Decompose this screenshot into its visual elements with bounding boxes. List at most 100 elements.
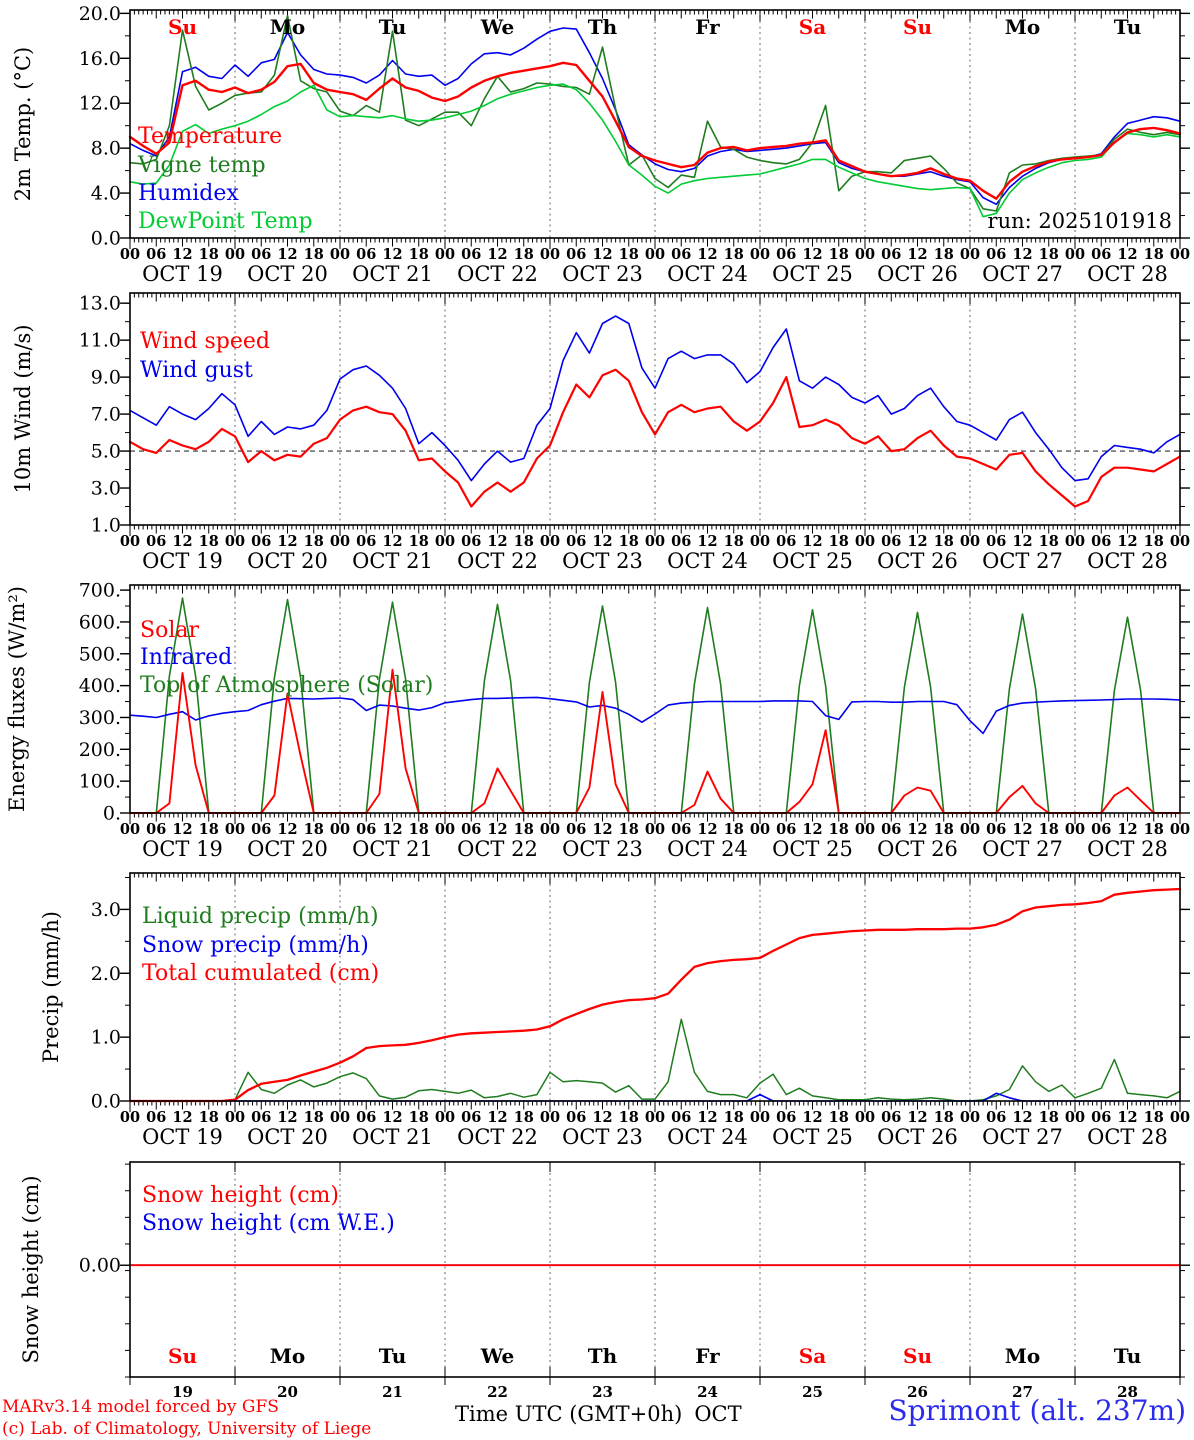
hour-tick-label: 00 [855, 821, 875, 838]
day-name-label: Fr [695, 1344, 720, 1368]
panel-precip-panel: 0.0 1.0 2.0 3.0 Precip (mm/h) Liquid precip (… [39, 872, 1190, 1149]
legend-label-infrared: Infrared [140, 645, 232, 670]
x-date-labels: OCT 19 OCT 20 OCT 21 OCT 22 OCT 23 OCT 24 OCT … [142, 262, 1168, 286]
hour-tick-label: 12 [382, 821, 402, 838]
legend: Temperature Vigne temp Humidex DewPoint Tem… [137, 124, 313, 234]
hour-tick-label: 00 [225, 1109, 245, 1126]
date-number-label: 20 [277, 1383, 298, 1401]
day-name-label: Mo [270, 15, 305, 39]
hour-tick-label: 12 [592, 1109, 612, 1126]
hour-tick-label: 18 [1144, 533, 1164, 550]
hour-tick-label: 18 [619, 821, 639, 838]
y-tick-label: 0.0 [91, 1091, 121, 1113]
hour-tick-label: 06 [146, 246, 166, 263]
hour-tick-label: 18 [1039, 821, 1059, 838]
hour-tick-label: 12 [382, 1109, 402, 1126]
panel-frame [129, 1161, 1181, 1378]
date-label: OCT 19 [142, 1125, 223, 1149]
day-gridlines [234, 293, 1076, 525]
date-label: OCT 20 [247, 1125, 328, 1149]
hour-tick-label: 00 [960, 821, 980, 838]
hour-tick-label: 06 [986, 1109, 1006, 1126]
hour-tick-label: 06 [776, 821, 796, 838]
y-tick-label: 700. [79, 580, 121, 602]
hour-tick-label: 00 [540, 1109, 560, 1126]
day-gridlines [234, 10, 1076, 238]
curve-infrared [129, 696, 1181, 735]
month-label: OCT [694, 1402, 742, 1426]
hour-tick-label: 12 [382, 533, 402, 550]
hour-tick-label: 06 [986, 821, 1006, 838]
hour-tick-label: 00 [435, 246, 455, 263]
legend-label-dewpoint-temp: DewPoint Temp [138, 209, 313, 234]
hour-tick-label: 12 [1012, 533, 1032, 550]
hour-tick-label: 12 [802, 533, 822, 550]
hour-tick-label: 18 [1144, 1109, 1164, 1126]
y-axis-title: 2m Temp. (°C) [11, 47, 35, 201]
x-hour-labels: 00 06 12 18 00 06 12 18 00 06 12 18 00 06 12 18 00 06 12 18… [120, 246, 1190, 263]
hour-tick-label: 12 [907, 821, 927, 838]
hour-tick-label: 18 [409, 821, 429, 838]
curve-temperature [128, 61, 1182, 200]
hour-tick-label: 12 [592, 246, 612, 263]
hour-tick-label: 06 [776, 1109, 796, 1126]
y-tick-label: 0.0 [91, 228, 121, 250]
panel-energy-panel: 0. 100. 200. 300. 400. 500. 600. 700. Energy flu… [5, 580, 1190, 861]
day-gridlines [234, 585, 1076, 813]
y-tick-labels: 0.00 [79, 1255, 121, 1277]
curve-wind-gust [129, 315, 1181, 482]
day-name-labels: Su Mo Tu We Th Fr Sa Su Mo Tu [168, 1344, 1141, 1368]
day-name-label: Mo [1005, 15, 1040, 39]
location-label: Sprimont (alt. 237m) [888, 1394, 1186, 1427]
legend: Snow height (cm) Snow height (cm W.E.) [142, 1183, 395, 1236]
hour-tick-label: 06 [356, 246, 376, 263]
hour-tick-label: 00 [750, 533, 770, 550]
panel-frame [129, 9, 1181, 239]
date-label: OCT 27 [982, 1125, 1063, 1149]
y-axis-title: Snow height (cm) [19, 1175, 43, 1363]
hour-tick-label: 00 [960, 246, 980, 263]
legend-label-temperature: Temperature [138, 124, 282, 149]
hour-tick-label: 00 [1065, 821, 1085, 838]
hour-tick-label: 06 [356, 533, 376, 550]
hour-tick-label: 18 [829, 821, 849, 838]
hour-tick-label: 18 [829, 533, 849, 550]
hour-tick-label: 12 [907, 246, 927, 263]
y-tick-label: 7.0 [91, 404, 121, 426]
hour-tick-label: 06 [461, 533, 481, 550]
y-tick-label: 11.0 [79, 330, 121, 352]
hour-tick-label: 18 [304, 246, 324, 263]
y-tick-label: 0. [103, 803, 121, 825]
legend-label-total-cumulated-cm: Total cumulated (cm) [142, 961, 379, 986]
hour-tick-label: 00 [435, 821, 455, 838]
axis-ticks [120, 1162, 1190, 1385]
y-tick-labels: 0. 100. 200. 300. 400. 500. 600. 700. [79, 580, 121, 825]
date-label: OCT 21 [352, 262, 433, 286]
date-label: OCT 27 [982, 549, 1063, 573]
date-number-label: 26 [907, 1383, 928, 1401]
date-number-label: 25 [802, 1383, 823, 1401]
hour-tick-label: 06 [461, 246, 481, 263]
date-label: OCT 19 [142, 549, 223, 573]
legend: Wind speed Wind gust [140, 329, 270, 383]
curve-humidex [129, 27, 1181, 206]
hour-tick-label: 12 [802, 1109, 822, 1126]
hour-tick-label: 00 [1170, 1109, 1190, 1126]
panel-snow-panel: 0.00 Snow height (cm) Snow height (cm)Snow… [19, 1161, 1190, 1401]
date-label: OCT 27 [982, 837, 1063, 861]
hour-tick-label: 00 [330, 821, 350, 838]
y-tick-label: 12.0 [79, 93, 121, 115]
hour-tick-label: 06 [881, 533, 901, 550]
hour-tick-label: 06 [671, 1109, 691, 1126]
day-name-label: We [480, 15, 515, 39]
hour-tick-label: 00 [960, 1109, 980, 1126]
hour-tick-label: 06 [251, 821, 271, 838]
hour-tick-label: 00 [225, 533, 245, 550]
date-number-label: 19 [172, 1383, 193, 1401]
y-tick-label: 200. [79, 739, 121, 761]
y-tick-label: 5.0 [91, 441, 121, 463]
day-gridlines [234, 1162, 1076, 1377]
y-tick-label: 600. [79, 611, 121, 633]
date-label: OCT 24 [667, 262, 748, 286]
